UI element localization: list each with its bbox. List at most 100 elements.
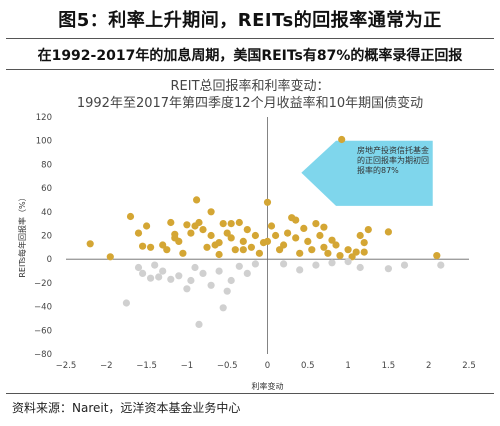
scatter-point-negative	[155, 273, 163, 281]
x-axis-label: 利率变动	[252, 381, 284, 391]
scatter-point-positive	[267, 222, 276, 230]
x-tick-label: 1	[345, 361, 350, 371]
scatter-point-positive	[324, 249, 332, 257]
title-rule-top	[6, 38, 494, 39]
scatter-point-negative	[134, 263, 143, 272]
scatter-point-positive	[292, 234, 300, 242]
chart-title: REIT总回报率和利率变动：	[170, 79, 330, 94]
scatter-point-positive	[433, 252, 441, 260]
scatter-point-negative	[219, 304, 227, 312]
scatter-point-negative	[280, 260, 288, 268]
scatter-point-positive	[219, 220, 227, 228]
scatter-point-positive	[332, 241, 340, 249]
scatter-point-negative	[187, 276, 195, 285]
scatter-point-positive	[251, 231, 259, 240]
scatter-point-positive	[360, 239, 368, 247]
scatter-point-positive	[360, 248, 368, 256]
scatter-point-positive	[304, 237, 312, 245]
scatter-point-positive	[231, 246, 239, 254]
y-axis-label: REITs每年回报率（%）	[17, 193, 27, 277]
scatter-point-positive	[195, 218, 203, 227]
scatter-point-negative	[139, 269, 147, 277]
scatter-point-negative	[195, 320, 203, 328]
scatter-point-positive	[247, 243, 255, 251]
scatter-point-positive	[143, 222, 151, 230]
scatter-point-negative	[183, 285, 191, 293]
scatter-point-positive	[193, 196, 201, 204]
chart-subtitle: 1992年至2017年第四季度12个月收益率和10年期国债变动	[76, 96, 424, 111]
scatter-point-positive	[134, 229, 143, 237]
x-tick-label: −1	[181, 361, 194, 371]
scatter-point-positive	[263, 237, 272, 245]
y-tick-label: 60	[41, 184, 52, 194]
scatter-point-negative	[356, 263, 364, 272]
scatter-point-positive	[284, 229, 292, 237]
scatter-point-positive	[320, 223, 328, 231]
scatter-point-positive	[235, 218, 243, 227]
scatter-point-positive	[203, 243, 211, 251]
scatter-point-positive	[300, 224, 308, 232]
scatter-point-positive	[364, 226, 372, 234]
y-tick-label: 20	[41, 232, 52, 242]
scatter-point-positive	[384, 228, 392, 236]
scatter-point-positive	[139, 242, 147, 250]
scatter-point-positive	[215, 250, 223, 259]
scatter-point-positive	[272, 231, 280, 240]
scatter-point-positive	[348, 253, 356, 261]
scatter-point-positive	[352, 248, 360, 256]
scatter-point-positive	[171, 234, 179, 242]
y-tick-label: −40	[34, 303, 52, 313]
x-tick-label: −2	[100, 361, 113, 371]
scatter-point-negative	[122, 299, 130, 307]
scatter-point-positive	[356, 231, 364, 240]
scatter-point-negative	[151, 261, 159, 269]
scatter-point-positive	[227, 234, 235, 242]
scatter-point-positive	[207, 208, 215, 216]
scatter-point-negative	[147, 274, 155, 282]
y-tick-label: −80	[34, 350, 52, 360]
scatter-point-negative	[235, 262, 243, 270]
scatter-point-positive	[280, 241, 288, 249]
x-tick-label: −0.5	[217, 361, 238, 371]
y-tick-label: 100	[36, 137, 52, 147]
callout-arrow	[301, 140, 433, 206]
scatter-point-positive	[126, 212, 135, 221]
scatter-point-positive	[147, 243, 155, 251]
source-note: 资料来源：Nareit，远洋资本基金业务中心	[12, 401, 241, 415]
x-tick-label: 0.5	[301, 361, 315, 371]
x-tick-label: −1.5	[136, 361, 157, 371]
scatter-point-positive	[183, 221, 191, 229]
scatter-point-negative	[243, 269, 251, 277]
scatter-point-negative	[251, 260, 259, 268]
x-tick-label: 1.5	[382, 361, 396, 371]
scatter-point-positive	[179, 249, 187, 257]
x-tick-label: 2.5	[462, 361, 476, 371]
scatter-point-negative	[159, 267, 167, 275]
figure-subtitle: 在1992-2017年的加息周期，美国REITs有87%的概率录得正回报	[37, 48, 463, 64]
x-tick-label: 0	[265, 361, 270, 371]
scatter-point-positive	[308, 246, 316, 254]
scatter-point-positive	[316, 231, 324, 240]
scatter-point-positive	[106, 253, 114, 261]
scatter-point-positive	[255, 249, 263, 257]
scatter-point-positive	[223, 229, 231, 237]
scatter-point-negative	[167, 275, 175, 283]
title-rule-bottom	[6, 69, 494, 70]
scatter-point-positive	[296, 249, 304, 257]
scatter-point-positive	[344, 246, 352, 254]
scatter-point-positive	[167, 218, 175, 227]
scatter-point-negative	[227, 276, 235, 285]
scatter-point-negative	[344, 258, 352, 266]
scatter-point-positive	[336, 252, 344, 260]
scatter-point-negative	[400, 261, 409, 269]
scatter-point-positive	[263, 198, 272, 206]
scatter-point-negative	[191, 263, 199, 272]
scatter-point-negative	[175, 272, 183, 280]
scatter-point-positive	[163, 246, 171, 254]
callout-text: 房地产投资信托基金的正回报率为期初回报率的87%	[357, 146, 429, 175]
scatter-point-positive	[215, 239, 223, 247]
scatter-point-positive	[243, 226, 251, 234]
scatter-point-negative	[223, 287, 231, 295]
x-tick-label: −2.5	[56, 361, 77, 371]
